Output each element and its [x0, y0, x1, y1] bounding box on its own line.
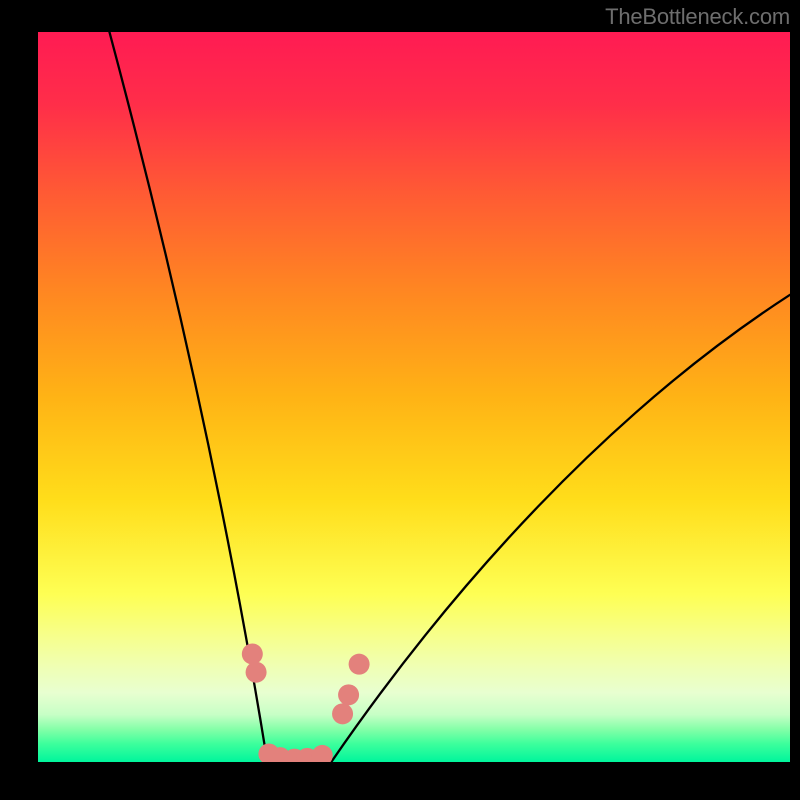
data-marker [349, 654, 370, 675]
watermark-text: TheBottleneck.com [605, 4, 790, 30]
data-marker [246, 662, 267, 683]
plot-area [38, 32, 790, 762]
plot-svg [38, 32, 790, 762]
data-marker [332, 703, 353, 724]
data-marker [338, 684, 359, 705]
gradient-background [38, 32, 790, 762]
data-marker [242, 643, 263, 664]
